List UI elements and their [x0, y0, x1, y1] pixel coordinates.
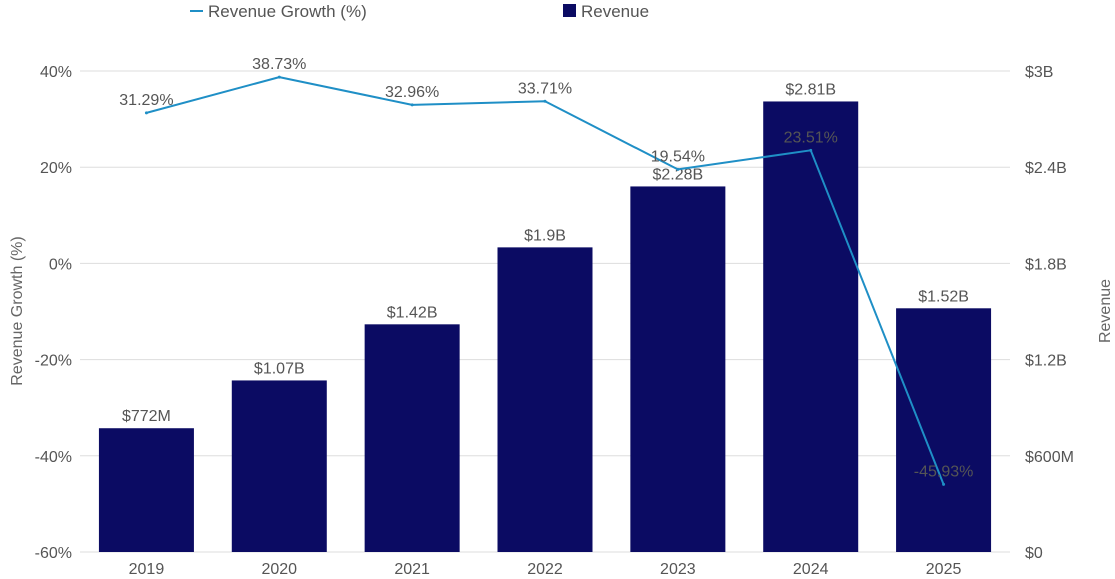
- growth-label: 31.29%: [119, 92, 173, 109]
- right-tick-label: $2.4B: [1025, 160, 1067, 177]
- growth-label: 33.71%: [518, 80, 572, 97]
- x-tick-label: 2020: [261, 561, 297, 578]
- left-tick-label: -60%: [35, 545, 72, 562]
- x-tick-label: 2019: [129, 561, 165, 578]
- legend-revenue-swatch: [563, 4, 576, 17]
- x-tick-label: 2021: [394, 561, 430, 578]
- bar-labels: $772M $1.07B $1.42B $1.9B $2.28B $2.81B $1.52B: [122, 81, 969, 425]
- revenue-bar: [630, 186, 726, 552]
- left-axis: 40% 20% 0% -20% -40% -60%: [35, 64, 72, 562]
- left-tick-label: 40%: [40, 64, 72, 81]
- left-tick-label: -20%: [35, 353, 72, 370]
- right-tick-label: $0: [1025, 545, 1043, 562]
- growth-point: [144, 111, 148, 115]
- right-tick-label: $1.2B: [1025, 353, 1067, 370]
- growth-point: [676, 167, 680, 171]
- x-axis: 2019 2020 2021 2022 2023 2024 2025: [129, 561, 962, 578]
- right-tick-label: $600M: [1025, 449, 1074, 466]
- x-tick-label: 2023: [660, 561, 696, 578]
- growth-point: [543, 99, 547, 103]
- left-tick-label: 20%: [40, 160, 72, 177]
- growth-label: -45.93%: [914, 463, 974, 480]
- revenue-bar: [98, 428, 194, 552]
- right-tick-label: $3B: [1025, 64, 1053, 81]
- right-tick-label: $1.8B: [1025, 256, 1067, 273]
- legend: Revenue Growth (%) Revenue: [190, 2, 649, 21]
- revenue-bar: [896, 308, 992, 552]
- legend-revenue-label: Revenue: [581, 2, 649, 21]
- revenue-bar: [231, 380, 327, 552]
- right-axis: $3B $2.4B $1.8B $1.2B $600M $0: [1025, 64, 1074, 562]
- revenue-bar-label: $2.28B: [652, 166, 703, 183]
- bars: [98, 101, 992, 553]
- revenue-bar-label: $772M: [122, 408, 171, 425]
- growth-point: [809, 148, 813, 152]
- growth-point: [410, 103, 414, 107]
- revenue-bar-label: $1.9B: [524, 227, 566, 244]
- revenue-bar-label: $1.42B: [387, 304, 438, 321]
- x-tick-label: 2022: [527, 561, 563, 578]
- growth-label: 19.54%: [651, 148, 705, 165]
- growth-line-group: [144, 75, 946, 486]
- growth-label: 38.73%: [252, 56, 306, 73]
- growth-point: [277, 75, 281, 79]
- revenue-bar: [364, 324, 460, 552]
- growth-point: [942, 482, 946, 486]
- left-axis-title: Revenue Growth (%): [9, 236, 26, 385]
- left-tick-label: -40%: [35, 449, 72, 466]
- left-tick-label: 0%: [49, 256, 72, 273]
- legend-growth-label: Revenue Growth (%): [208, 2, 367, 21]
- right-axis-title: Revenue: [1097, 279, 1114, 343]
- revenue-bar-label: $2.81B: [785, 81, 836, 98]
- revenue-bar: [763, 101, 859, 553]
- x-tick-label: 2025: [926, 561, 962, 578]
- revenue-bar-label: $1.52B: [918, 288, 969, 305]
- growth-label: 23.51%: [784, 129, 838, 146]
- growth-label: 32.96%: [385, 84, 439, 101]
- revenue-bar-label: $1.07B: [254, 360, 305, 377]
- revenue-bar: [497, 247, 593, 552]
- x-tick-label: 2024: [793, 561, 829, 578]
- growth-labels: 31.29% 38.73% 32.96% 33.71% 19.54% 23.51% -45.…: [119, 56, 973, 480]
